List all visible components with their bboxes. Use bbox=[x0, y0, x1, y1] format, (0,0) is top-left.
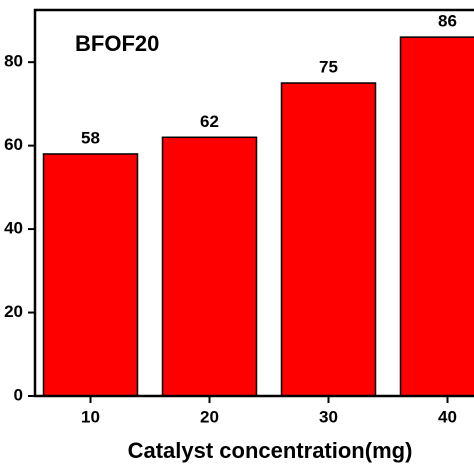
x-tick-label: 40 bbox=[438, 407, 457, 426]
y-tick-label: 40 bbox=[4, 219, 23, 238]
y-tick-label: 0 bbox=[14, 385, 23, 404]
plot-frame bbox=[33, 8, 474, 398]
x-tick-label: 30 bbox=[319, 407, 338, 426]
y-tick-label: 80 bbox=[4, 52, 23, 71]
bar bbox=[42, 153, 139, 397]
value-label: 58 bbox=[81, 128, 100, 147]
x-axis-label: Catalyst concentration(mg) bbox=[128, 438, 413, 463]
value-label: 75 bbox=[319, 58, 338, 77]
bar bbox=[161, 136, 258, 397]
bar bbox=[399, 36, 474, 397]
x-tick-label: 20 bbox=[200, 407, 219, 426]
x-tick-label: 10 bbox=[81, 407, 100, 426]
value-label: 86 bbox=[438, 12, 457, 31]
bar bbox=[280, 82, 377, 397]
y-tick-label: 20 bbox=[4, 302, 23, 321]
y-tick-label: 60 bbox=[4, 135, 23, 154]
value-label: 62 bbox=[200, 112, 219, 131]
chart-title: BFOF20 bbox=[75, 31, 159, 56]
